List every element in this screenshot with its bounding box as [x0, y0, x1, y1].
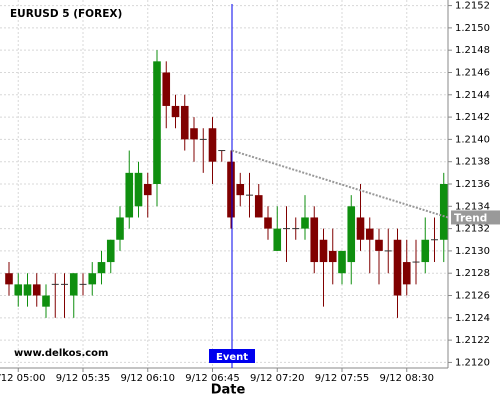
candle-body: [421, 239, 430, 263]
x-tick-label: 9/12 05:35: [56, 373, 110, 384]
x-tick-label: 9/12 08:30: [380, 373, 434, 384]
candle-body: [402, 262, 411, 285]
candle-body: [125, 172, 134, 218]
y-tick-label: 1.2150: [455, 23, 490, 34]
grid: [0, 0, 448, 368]
candle-body: [143, 184, 152, 196]
candle-body: [97, 262, 106, 274]
watermark: www.delkos.com: [14, 348, 108, 359]
candle-body: [171, 105, 180, 118]
y-tick-label: 1.2142: [455, 112, 490, 123]
y-tick-label: 1.2148: [455, 45, 490, 56]
candle-body: [328, 250, 337, 263]
candle-body: [134, 172, 143, 207]
x-tick-label: 9/12 07:55: [315, 373, 369, 384]
candle-body: [338, 250, 346, 274]
y-tick-label: 1.2136: [455, 179, 490, 190]
candle-body: [153, 61, 161, 185]
candle-body: [180, 105, 189, 140]
y-tick-label: 1.2146: [455, 67, 490, 78]
candle-body: [264, 217, 272, 229]
candle-body: [356, 217, 365, 240]
event-label-bg: [209, 349, 255, 363]
candle-body: [375, 239, 383, 251]
candle-body: [162, 72, 171, 106]
candle-body: [190, 128, 198, 140]
candle-body: [5, 273, 13, 285]
candle-body: [14, 284, 23, 296]
y-tick-label: 1.2126: [455, 291, 490, 302]
candle-body: [42, 295, 50, 307]
x-axis-title: Date: [211, 383, 246, 398]
y-tick-label: 1.2134: [455, 201, 490, 212]
y-tick-label: 1.2144: [455, 90, 490, 101]
candle-body: [88, 273, 97, 285]
candle-body: [227, 161, 235, 218]
y-tick-label: 1.2122: [455, 335, 490, 346]
chart-title: EURUSD 5 (FOREX): [10, 8, 122, 20]
candle-body: [365, 228, 374, 240]
x-tick-label: 9/12 07:20: [250, 373, 304, 384]
x-tick-label: 9/12 06:10: [121, 373, 175, 384]
candle-body: [347, 206, 356, 263]
trend-label-bg: [451, 210, 500, 225]
y-tick-label: 1.2120: [455, 357, 490, 368]
candle-body: [208, 128, 217, 162]
candle-body: [116, 217, 124, 240]
trend-line: [231, 149, 449, 219]
y-tick-label: 1.2152: [455, 1, 490, 12]
y-tick-label: 1.2138: [455, 157, 490, 168]
y-tick-label: 1.2140: [455, 134, 490, 145]
candle-body: [319, 239, 328, 263]
y-tick-label: 1.2128: [455, 268, 490, 279]
candle-body: [301, 217, 309, 229]
trend-label: Trend: [454, 212, 487, 224]
x-tick-label: 9/12 06:45: [185, 373, 239, 384]
candle-body: [393, 239, 402, 296]
y-tick-label: 1.2132: [455, 224, 490, 235]
y-tick-label: 1.2130: [455, 246, 490, 257]
candle-body: [106, 239, 115, 263]
candle-body: [439, 184, 448, 240]
candle-body: [310, 217, 319, 263]
candle-body: [23, 284, 32, 296]
candle-body: [254, 195, 263, 218]
candles: [5, 50, 448, 318]
candle-body: [69, 273, 78, 296]
y-tick-label: 1.2124: [455, 313, 490, 324]
candle-body: [236, 184, 245, 196]
candle-body: [273, 228, 282, 251]
x-tick-label: 9/12 05:00: [0, 373, 45, 384]
event-label: Event: [216, 352, 248, 363]
candle-body: [32, 284, 41, 296]
